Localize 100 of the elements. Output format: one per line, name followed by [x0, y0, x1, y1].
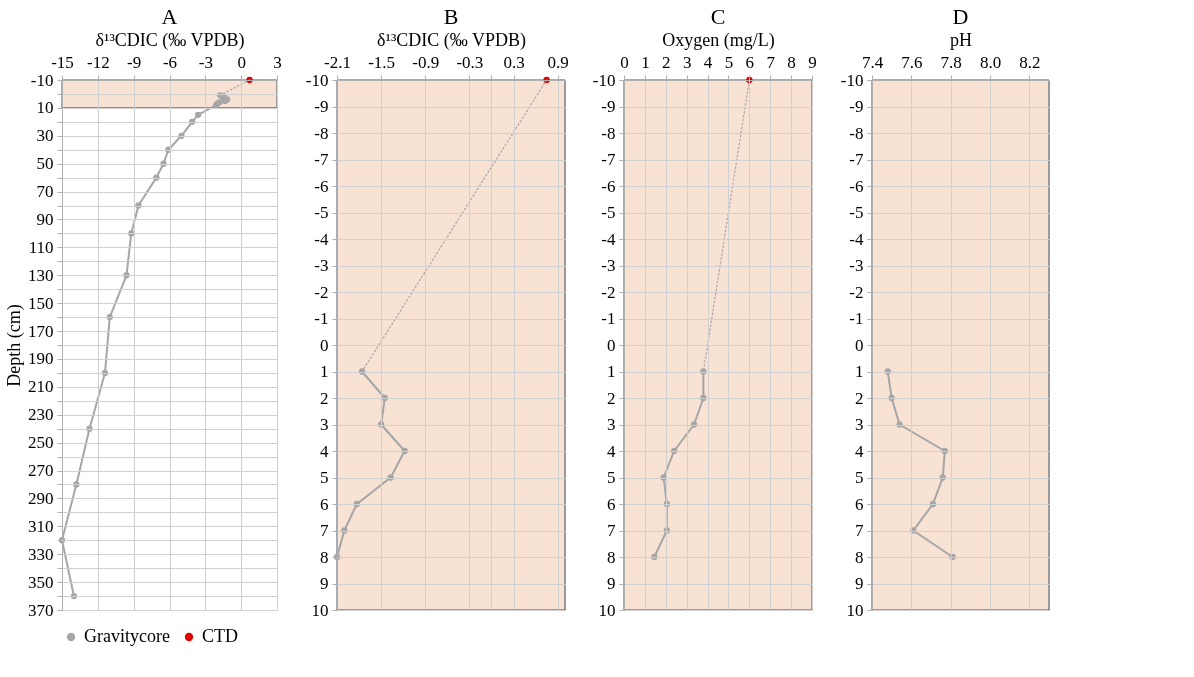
x-tick-label: -3: [198, 52, 213, 72]
y-tick-label: 9: [855, 574, 864, 593]
y-tick-label: 4: [855, 441, 864, 461]
x-axis-title: Oxygen (mg/L): [662, 29, 775, 51]
x-tick-label: 2: [662, 52, 671, 72]
y-tick-label: -4: [849, 229, 864, 249]
y-tick-label: 4: [607, 441, 616, 461]
x-tick-label: 3: [682, 52, 692, 72]
y-tick-label: 2: [320, 388, 329, 408]
chart-title: B: [443, 4, 459, 29]
y-tick-label: -1: [314, 309, 329, 328]
y-tick-label: 8: [607, 547, 616, 567]
y-tick-label: 350: [28, 572, 54, 592]
y-tick-label: -9: [314, 97, 329, 116]
y-tick-label: -7: [849, 150, 864, 169]
x-tick-label: -0.3: [456, 52, 484, 72]
y-tick-label: -8: [601, 123, 616, 143]
x-tick-label: 7: [766, 52, 776, 72]
y-tick-label: -9: [849, 97, 864, 116]
y-tick-label: -4: [601, 229, 616, 249]
y-tick-label: -5: [314, 203, 329, 222]
x-tick-label: 1: [641, 52, 650, 72]
y-tick-label: 7: [855, 521, 864, 540]
y-tick-label: 8: [855, 547, 864, 567]
y-tick-label: 50: [36, 154, 54, 174]
text: 8.0: [979, 52, 1002, 72]
y-tick-label: 130: [28, 265, 54, 285]
y-tick-label: 5: [855, 468, 864, 487]
x-axis-title: δ¹³CDIC (‰ VPDB): [95, 29, 245, 51]
x-tick-label: 0.3: [503, 52, 525, 72]
y-tick-label: -3: [849, 256, 864, 275]
y-tick-label: 190: [28, 349, 54, 369]
x-tick-label: -9: [127, 52, 142, 72]
y-tick-label: -2: [314, 282, 329, 302]
y-tick-label: 330: [28, 544, 54, 564]
y-tick-label: 1: [320, 362, 329, 381]
x-tick-label: 7.6: [901, 52, 923, 72]
y-tick-label: 9: [607, 574, 616, 593]
y-tick-label: -10: [30, 70, 54, 90]
y-tick-label: 2: [607, 388, 616, 408]
y-axis-title: Depth (cm): [4, 304, 25, 387]
y-tick-label: 110: [28, 237, 54, 257]
y-tick-label: -6: [601, 176, 616, 196]
y-tick-label: -5: [849, 203, 864, 222]
y-tick-label: -10: [592, 70, 616, 90]
chart-title: A: [161, 4, 178, 29]
x-tick-label: -12: [87, 52, 110, 72]
x-tick-label: 6: [745, 52, 755, 72]
y-tick-label: 310: [28, 516, 54, 536]
y-tick-label: 9: [320, 574, 329, 593]
y-tick-label: 0: [855, 335, 864, 355]
y-tick-label: 3: [607, 415, 616, 434]
y-tick-label: 7: [320, 521, 329, 540]
y-tick-label: -1: [849, 309, 864, 328]
x-tick-label: 0: [237, 52, 246, 72]
y-tick-label: 5: [607, 468, 616, 487]
x-axis-title: δ¹³CDIC (‰ VPDB): [377, 29, 526, 51]
y-tick-label: 7: [607, 521, 616, 540]
y-tick-label: 4: [320, 441, 329, 461]
y-tick-label: 370: [28, 600, 54, 620]
y-tick-label: -7: [601, 150, 616, 169]
text: 7.4: [861, 52, 884, 72]
y-tick-label: 6: [607, 494, 616, 514]
x-tick-label: -6: [162, 52, 178, 72]
chart-title: D: [952, 4, 969, 29]
x-tick-label: -2.1: [324, 52, 351, 72]
y-tick-label: -9: [601, 97, 616, 116]
y-tick-label: -2: [601, 282, 616, 302]
y-tick-label: 0: [320, 335, 329, 355]
y-tick-label: -6: [314, 176, 329, 196]
x-tick-label: 9: [808, 52, 817, 72]
y-tick-label: 70: [36, 182, 54, 202]
chart-title: C: [710, 4, 726, 29]
y-tick-label: 210: [28, 377, 54, 397]
y-tick-label: 170: [28, 321, 54, 341]
y-tick-label: 10: [36, 98, 54, 118]
x-tick-label: 8.2: [1019, 52, 1041, 72]
legend-label: Gravitycore: [84, 626, 170, 646]
y-tick-label: 1: [855, 362, 864, 381]
x-tick-label: 8: [787, 52, 796, 72]
y-tick-label: -3: [601, 256, 616, 275]
y-tick-label: 6: [320, 494, 329, 514]
y-tick-label: 10: [846, 600, 864, 620]
y-tick-label: 10: [311, 600, 329, 620]
y-tick-label: 8: [320, 547, 329, 567]
y-tick-label: 30: [36, 126, 54, 146]
y-tick-label: 6: [855, 494, 864, 514]
y-tick-label: 10: [598, 600, 616, 620]
x-tick-label: 3: [273, 52, 282, 72]
y-tick-label: -4: [314, 229, 329, 249]
x-axis-title: pH: [950, 29, 972, 50]
y-tick-label: 290: [28, 488, 54, 508]
x-tick-label: 0: [620, 52, 629, 72]
x-tick-label: -0.9: [412, 52, 440, 72]
y-tick-label: 3: [320, 415, 329, 434]
y-tick-label: 3: [855, 415, 864, 434]
y-tick-label: 1: [607, 362, 616, 381]
y-tick-label: 270: [28, 461, 54, 481]
y-tick-label: -5: [601, 203, 616, 222]
x-tick-label: 4: [703, 52, 713, 72]
